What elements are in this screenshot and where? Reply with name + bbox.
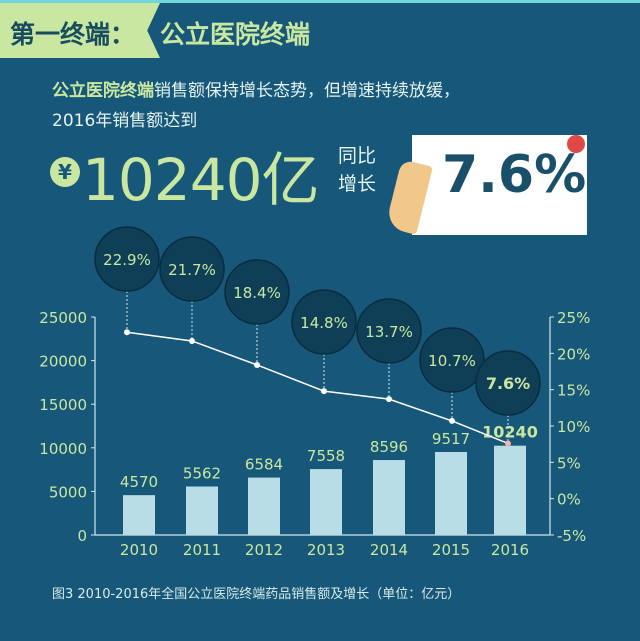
lead-highlight: 公立医院终端 (52, 81, 154, 101)
bar-2011 (186, 486, 218, 535)
x-tick-label-2014: 2014 (370, 541, 408, 559)
growth-bubble-2011 (159, 236, 225, 302)
growth-label-2011: 21.7% (168, 261, 216, 279)
lead-line-1: 公立医院终端销售额保持增长态势，但增速持续放缓， (52, 76, 460, 101)
bar-label-2014: 8596 (370, 438, 408, 456)
bar-label-2012: 6584 (245, 456, 283, 474)
left-tick-label: 5000 (49, 483, 87, 501)
x-tick-label-2011: 2011 (183, 541, 221, 559)
growth-point-2011 (189, 337, 195, 344)
right-tick-label: 5% (557, 454, 581, 472)
lead-text: 销售额保持增长态势，但增速持续放缓， (154, 81, 460, 101)
bar-label-2010: 4570 (120, 473, 158, 491)
section-title: 公立医院终端 (160, 20, 311, 49)
growth-label-2012: 18.4% (233, 284, 281, 302)
growth-bubble-2016 (475, 350, 541, 416)
growth-label-2015: 10.7% (428, 352, 476, 370)
right-tick-label: 10% (557, 418, 590, 436)
growth-point-2013 (321, 388, 327, 395)
yoy-label: 同比增长 (338, 145, 377, 195)
x-tick-label-2015: 2015 (432, 541, 470, 559)
growth-label-2016: 7.6% (486, 374, 530, 393)
left-tick-label: 15000 (39, 396, 87, 414)
bar-label-2015: 9517 (432, 430, 470, 448)
bar-2012 (248, 477, 280, 535)
bar-2013 (310, 469, 342, 535)
growth-bubble-2014 (356, 298, 422, 364)
left-tick-label: 20000 (39, 353, 87, 371)
figure-caption: 图3 2010-2016年全国公立医院终端药品销售额及增长（单位：亿元） (52, 587, 461, 602)
x-tick-label-2010: 2010 (120, 541, 158, 559)
bar-label-2016: 10240 (482, 423, 538, 442)
growth-point-2012 (254, 361, 260, 368)
bar-2015 (435, 452, 467, 535)
x-tick-label-2016: 2016 (491, 541, 529, 559)
ribbon-badge-icon (567, 135, 585, 153)
sales-amount: 10240亿 (82, 146, 320, 214)
growth-bubble-2012 (224, 259, 290, 325)
right-tick-label: 15% (557, 382, 590, 400)
growth-point-2010 (124, 329, 130, 336)
left-tick-label: 10000 (39, 440, 87, 458)
bar-2016 (494, 445, 526, 535)
x-tick-label-2012: 2012 (245, 541, 283, 559)
left-tick-label: 0 (77, 527, 87, 545)
bar-label-2011: 5562 (183, 464, 221, 482)
lead-line-2: 2016年销售额达到 (52, 111, 198, 131)
growth-label-2013: 14.8% (300, 314, 348, 332)
growth-point-2014 (386, 396, 392, 403)
right-tick-label: 0% (557, 491, 581, 509)
tag-text: 第一终端： (10, 20, 136, 49)
bar-label-2013: 7558 (307, 447, 345, 465)
bar-2014 (373, 460, 405, 535)
yen-icon: ¥ (50, 157, 80, 187)
right-tick-label: 20% (557, 345, 590, 363)
growth-point-2015 (449, 417, 455, 424)
growth-bubble-2013 (291, 289, 357, 355)
right-tick-label: 25% (557, 309, 590, 327)
growth-value: 7.6% (442, 145, 587, 205)
bar-2010 (123, 495, 155, 535)
growth-bubble-2010 (94, 226, 160, 292)
right-tick-label: -5% (557, 527, 586, 545)
x-tick-label-2013: 2013 (307, 541, 345, 559)
growth-label-2010: 22.9% (103, 251, 151, 269)
left-tick-label: 25000 (39, 309, 87, 327)
growth-card: 7.6% (412, 135, 587, 235)
growth-label-2014: 13.7% (365, 323, 413, 341)
terminal-tag: 第一终端： (0, 3, 160, 58)
top-border (0, 0, 640, 3)
growth-point-2016 (505, 440, 511, 447)
growth-bubble-2015 (419, 327, 485, 393)
